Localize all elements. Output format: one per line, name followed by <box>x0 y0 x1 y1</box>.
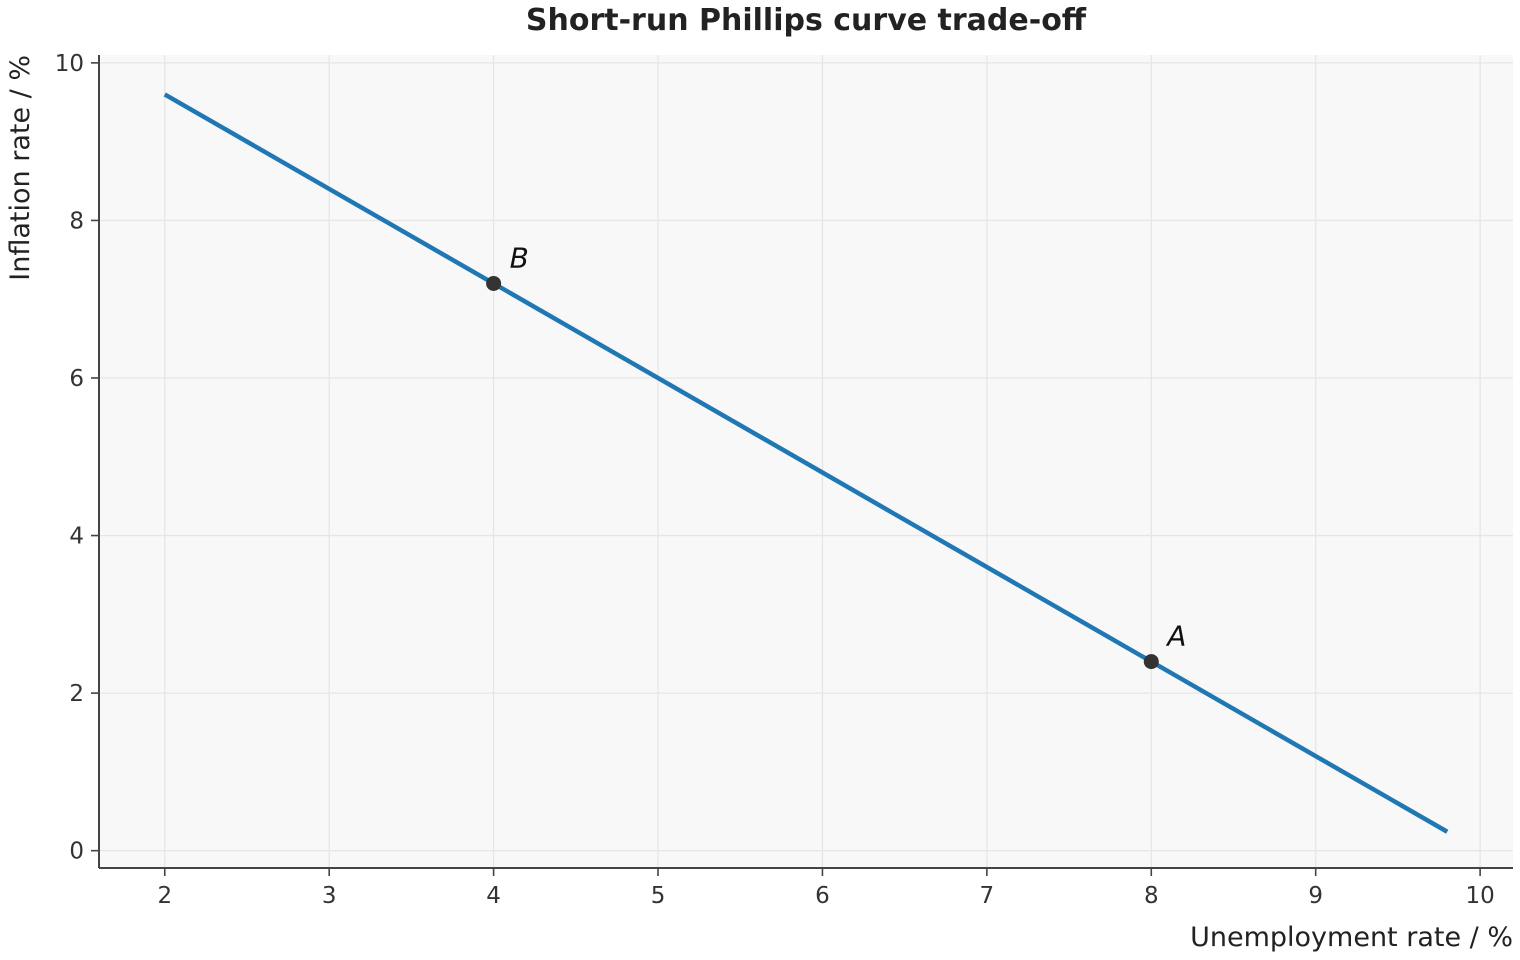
point-label-b: B <box>510 241 529 274</box>
grid-lines <box>99 55 1513 868</box>
series <box>163 92 1449 834</box>
x-tick-label: 3 <box>322 883 337 909</box>
x-tick-label: 5 <box>651 883 666 909</box>
axes <box>98 55 1513 869</box>
x-tick-label: 8 <box>1144 883 1159 909</box>
y-axis-label: Inflation rate / % <box>5 55 36 281</box>
x-tick-label: 6 <box>815 883 830 909</box>
y-tick-label: 4 <box>69 524 84 550</box>
x-tick-label: 9 <box>1308 883 1323 909</box>
point-a <box>1143 654 1159 670</box>
chart-title: Short-run Phillips curve trade-off <box>526 3 1087 38</box>
x-tick-label: 2 <box>157 883 172 909</box>
x-tick-label: 7 <box>980 883 995 909</box>
x-axis-label: Unemployment rate / % <box>1190 922 1513 953</box>
y-tick-label: 6 <box>69 366 84 392</box>
y-tick-label: 0 <box>69 839 84 865</box>
tick-labels: 2 3 4 5 6 7 8 9 10 0 2 4 6 8 10 <box>55 51 1495 909</box>
x-tick-label: 4 <box>486 883 501 909</box>
point-b <box>486 275 502 291</box>
x-tick-label: 10 <box>1465 883 1494 909</box>
phillips-curve-line <box>163 92 1449 834</box>
point-label-a: A <box>1165 620 1186 653</box>
y-tick-label: 2 <box>69 681 84 707</box>
y-tick-label: 8 <box>69 208 84 234</box>
marked-points: AB <box>486 241 1186 670</box>
y-tick-label: 10 <box>55 51 84 77</box>
